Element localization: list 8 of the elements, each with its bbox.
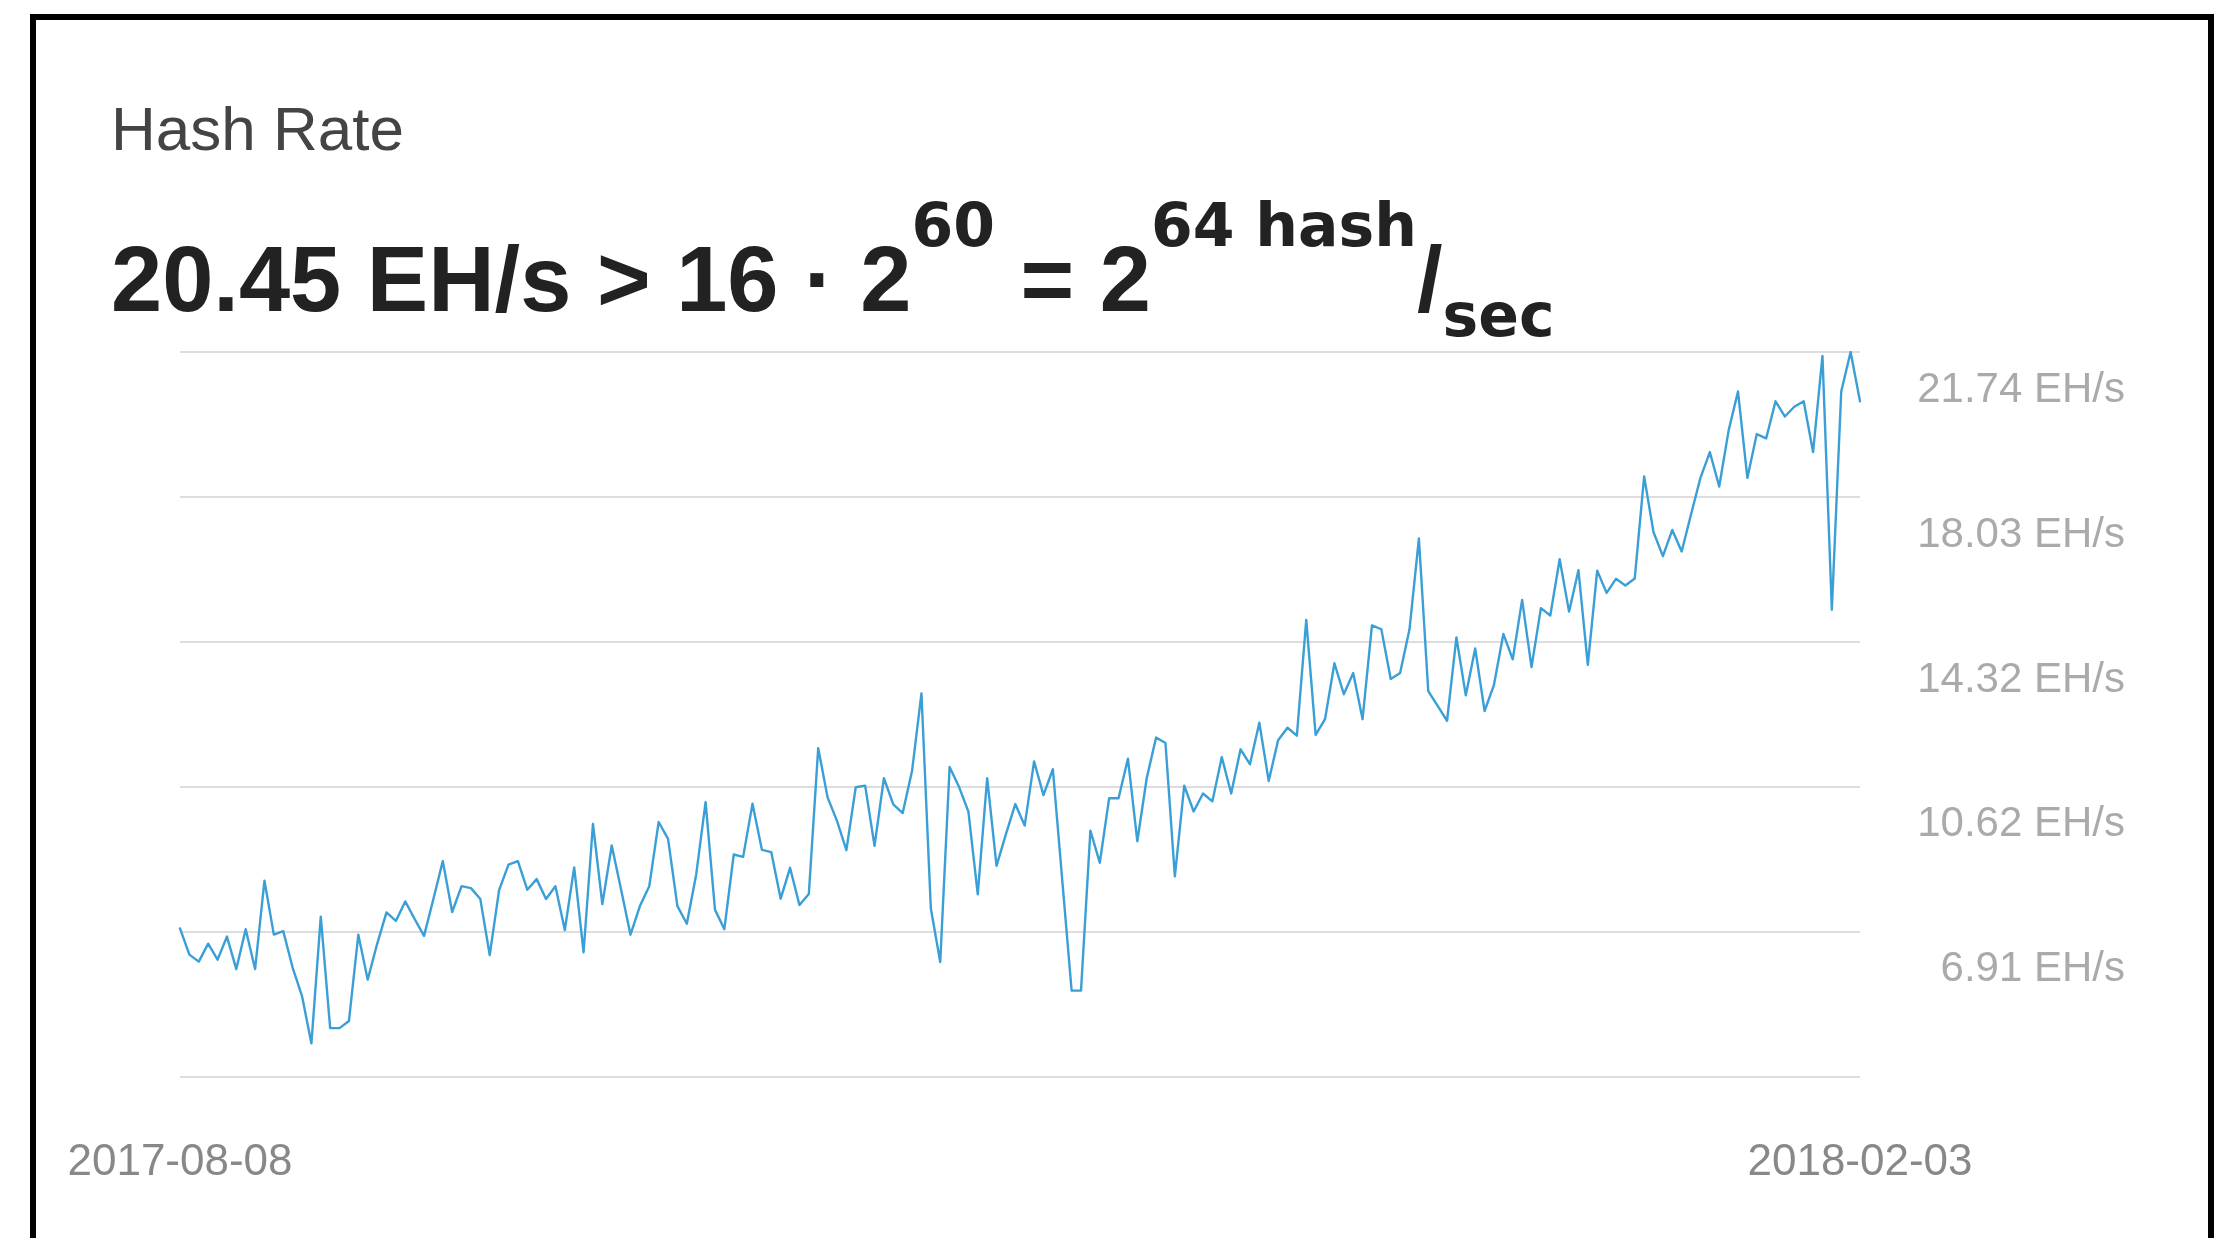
x-tick-label: 2018-02-03: [1747, 1134, 1973, 1184]
y-tick-label: 6.91 EH/s: [1940, 943, 2125, 991]
y-tick-label: 21.74 EH/s: [1917, 363, 2125, 411]
y-tick-label: 10.62 EH/s: [1917, 798, 2125, 846]
x-tick-label: 2017-08-08: [67, 1134, 293, 1184]
y-tick-label: 14.32 EH/s: [1917, 653, 2125, 701]
chart-title: Hash Rate: [111, 93, 404, 163]
y-tick-label: 18.03 EH/s: [1917, 508, 2125, 556]
